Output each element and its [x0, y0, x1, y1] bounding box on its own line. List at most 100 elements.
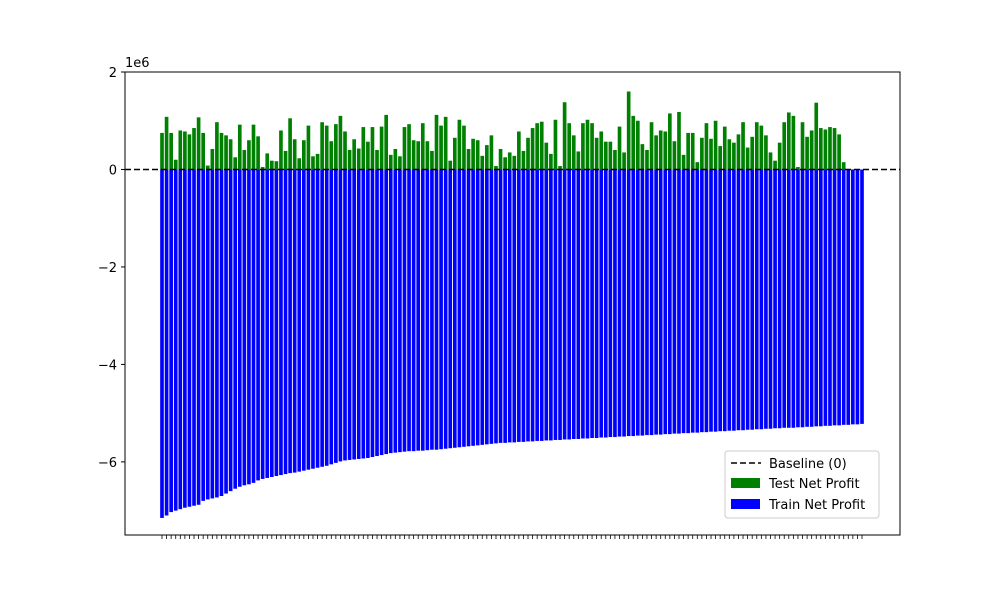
train-bar — [754, 169, 759, 430]
test-bar — [393, 149, 398, 170]
test-bar — [471, 138, 475, 170]
train-bar — [498, 169, 503, 443]
train-bar — [187, 169, 192, 507]
test-bar — [201, 132, 206, 170]
train-bar — [407, 169, 411, 452]
train-bar — [425, 169, 430, 451]
test-bar — [183, 131, 187, 170]
test-bar — [645, 149, 649, 170]
train-bar — [420, 169, 425, 451]
train-bar — [732, 169, 736, 431]
test-bar — [347, 149, 352, 170]
train-bar — [329, 169, 334, 465]
train-bar — [553, 169, 558, 440]
test-bar — [315, 153, 320, 170]
train-bar — [178, 169, 183, 510]
train-bar — [535, 169, 539, 441]
train-bar — [581, 169, 585, 439]
test-bar — [759, 125, 764, 170]
test-bar — [205, 165, 210, 170]
test-bar — [713, 120, 718, 170]
test-bar — [247, 140, 251, 170]
test-bar — [558, 166, 562, 170]
train-bar — [635, 169, 640, 436]
train-bar — [251, 169, 256, 483]
train-bar — [782, 169, 787, 428]
train-bar — [352, 169, 356, 460]
test-bar — [585, 119, 590, 170]
test-bar — [526, 137, 530, 170]
test-bar — [622, 152, 626, 170]
train-bar — [183, 169, 187, 508]
train-bar — [384, 169, 389, 455]
train-bar — [480, 169, 485, 445]
train-bar — [315, 169, 320, 468]
test-bar — [823, 129, 828, 170]
train-bar — [704, 169, 709, 433]
test-bar — [407, 124, 411, 170]
train-bar — [860, 169, 864, 424]
test-bar — [269, 160, 274, 170]
train-bar — [722, 169, 727, 432]
test-bar — [521, 150, 526, 170]
train-bar — [457, 169, 462, 448]
test-bar — [837, 134, 841, 170]
train-bar — [851, 169, 855, 425]
train-bar — [356, 169, 361, 459]
train-bar — [745, 169, 750, 430]
train-bar — [265, 169, 270, 478]
train-bar — [567, 169, 572, 440]
test-bar — [210, 149, 215, 170]
train-bar — [709, 169, 713, 432]
test-bar — [617, 126, 622, 170]
legend-test-label: Test Net Profit — [768, 477, 860, 492]
train-bar — [302, 169, 306, 471]
train-bar — [485, 169, 489, 445]
test-bar — [539, 121, 544, 170]
train-bar — [613, 169, 617, 438]
train-bar — [640, 169, 645, 436]
test-bar — [750, 136, 755, 170]
test-bar — [306, 125, 311, 170]
train-bar — [841, 169, 846, 425]
test-bar — [777, 142, 782, 170]
test-bar — [796, 167, 800, 170]
train-bar — [654, 169, 658, 435]
train-bar — [452, 169, 457, 448]
train-bar — [549, 169, 553, 441]
train-bar — [622, 169, 626, 437]
test-bar — [517, 131, 521, 170]
train-bar — [416, 169, 421, 451]
legend-test-swatch — [731, 478, 760, 488]
test-bar — [841, 162, 846, 170]
test-bar — [443, 116, 448, 170]
train-bar — [750, 169, 755, 430]
test-bar — [329, 141, 334, 170]
train-bar — [164, 169, 169, 516]
test-bar — [430, 150, 434, 170]
test-bar — [215, 122, 219, 170]
train-bar — [818, 169, 823, 427]
test-bar — [649, 122, 654, 170]
legend-train-label: Train Net Profit — [768, 498, 865, 513]
train-bar — [512, 169, 517, 443]
test-bar — [334, 124, 338, 170]
test-bar — [237, 124, 242, 170]
test-bar — [462, 125, 466, 170]
train-bar — [736, 169, 741, 431]
train-bar — [617, 169, 622, 437]
test-bar — [544, 142, 549, 170]
test-bar — [549, 153, 553, 170]
train-bar — [594, 169, 599, 439]
test-bar — [265, 153, 270, 170]
train-bar — [466, 169, 471, 447]
train-bar — [224, 169, 228, 494]
test-bar — [384, 114, 389, 170]
train-bar — [237, 169, 242, 487]
train-bar — [544, 169, 549, 441]
train-bar — [576, 169, 581, 439]
test-bar — [800, 122, 805, 170]
train-bar — [517, 169, 521, 442]
test-bar — [224, 135, 228, 170]
train-bar — [292, 169, 297, 473]
